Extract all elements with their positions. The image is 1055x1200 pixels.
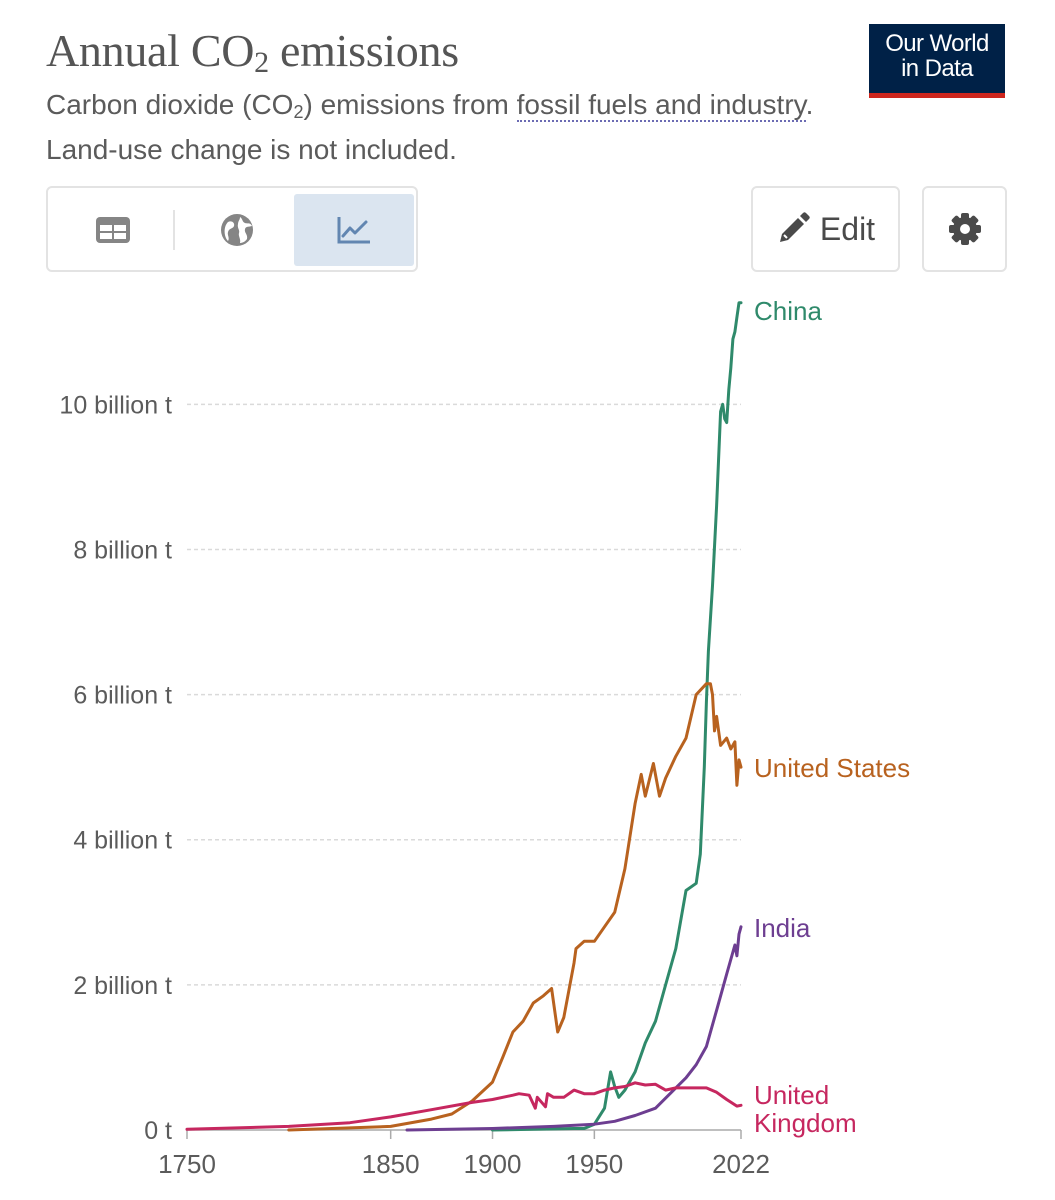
view-tabs [46,186,418,272]
chart-title: Annual CO2 emissions [46,24,459,80]
tab-map[interactable] [178,194,296,266]
y-tick-label: 4 billion t [73,827,172,855]
tab-separator [173,210,175,250]
axis-layer: 0 t 2 billion t 4 billion t 6 billion t 8 bi… [59,391,770,1179]
series-line [287,682,743,1132]
edit-button-label: Edit [819,210,876,247]
series-label: United [754,1080,829,1110]
x-tick-label: 1850 [362,1149,420,1179]
chart-title-subscript: 2 [254,46,269,79]
x-tick-label: 1950 [565,1149,623,1179]
series-label: Kingdom [754,1108,857,1138]
edit-button[interactable]: Edit [751,186,900,272]
y-tick-label: 0 t [144,1117,172,1145]
series-line [185,1081,743,1131]
subtitle-part-3: . Land-use change is not included. [46,89,814,165]
logo-line-1: Our World [885,30,989,57]
gear-icon [948,213,981,245]
x-tick-label: 2022 [712,1149,770,1179]
pencil-icon [779,212,810,242]
series-layer [185,301,743,1132]
settings-button[interactable] [922,186,1007,272]
tab-table[interactable] [54,194,172,266]
y-tick-label: 8 billion t [73,536,172,564]
series-line [405,925,743,1132]
subtitle-part-1: Carbon dioxide (CO [46,89,294,120]
chart-subtitle: Carbon dioxide (CO2) emissions from foss… [46,86,826,168]
logo-line-2: in Data [901,55,973,82]
chart-title-text: Annual CO [46,25,255,76]
line-chart-icon [337,217,370,244]
x-tick-label: 1900 [464,1149,522,1179]
globe-icon [221,214,253,246]
series-label: India [754,913,811,943]
subtitle-subscript: 2 [293,102,304,122]
grid-layer [187,403,741,986]
series-label: United States [754,753,910,783]
series-label: China [754,296,822,326]
x-tick-label: 1750 [158,1149,216,1179]
our-world-in-data-logo[interactable]: Our World in Data [869,24,1005,98]
tab-chart[interactable] [294,194,414,266]
table-icon [96,217,130,243]
fossil-fuels-link[interactable]: fossil fuels and industry [516,89,806,122]
logo-red-bar [869,93,1005,98]
chart-title-end: emissions [268,25,459,76]
y-tick-label: 6 billion t [73,682,172,710]
y-tick-label: 2 billion t [73,972,172,1000]
series-line [491,301,743,1132]
y-tick-label: 10 billion t [59,391,172,419]
subtitle-part-2: ) emissions from [303,89,517,120]
